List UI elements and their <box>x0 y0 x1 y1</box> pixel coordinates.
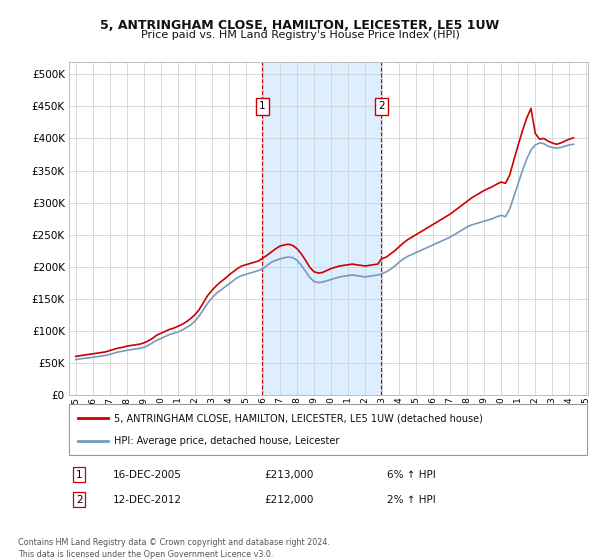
Text: 12-DEC-2012: 12-DEC-2012 <box>113 494 182 505</box>
Text: £213,000: £213,000 <box>264 470 313 480</box>
Text: 2% ↑ HPI: 2% ↑ HPI <box>387 494 436 505</box>
Text: 2: 2 <box>76 494 83 505</box>
Text: 16-DEC-2005: 16-DEC-2005 <box>113 470 182 480</box>
Text: 6% ↑ HPI: 6% ↑ HPI <box>387 470 436 480</box>
Text: £212,000: £212,000 <box>264 494 313 505</box>
Bar <box>262 62 381 395</box>
Text: 1: 1 <box>259 101 266 111</box>
Text: HPI: Average price, detached house, Leicester: HPI: Average price, detached house, Leic… <box>114 436 340 446</box>
Text: Contains HM Land Registry data © Crown copyright and database right 2024.
This d: Contains HM Land Registry data © Crown c… <box>18 538 330 559</box>
Text: 2: 2 <box>378 101 385 111</box>
Text: 5, ANTRINGHAM CLOSE, HAMILTON, LEICESTER, LE5 1UW (detached house): 5, ANTRINGHAM CLOSE, HAMILTON, LEICESTER… <box>114 413 483 423</box>
Text: 5, ANTRINGHAM CLOSE, HAMILTON, LEICESTER, LE5 1UW: 5, ANTRINGHAM CLOSE, HAMILTON, LEICESTER… <box>100 19 500 32</box>
Text: 1: 1 <box>76 470 83 480</box>
Text: Price paid vs. HM Land Registry's House Price Index (HPI): Price paid vs. HM Land Registry's House … <box>140 30 460 40</box>
